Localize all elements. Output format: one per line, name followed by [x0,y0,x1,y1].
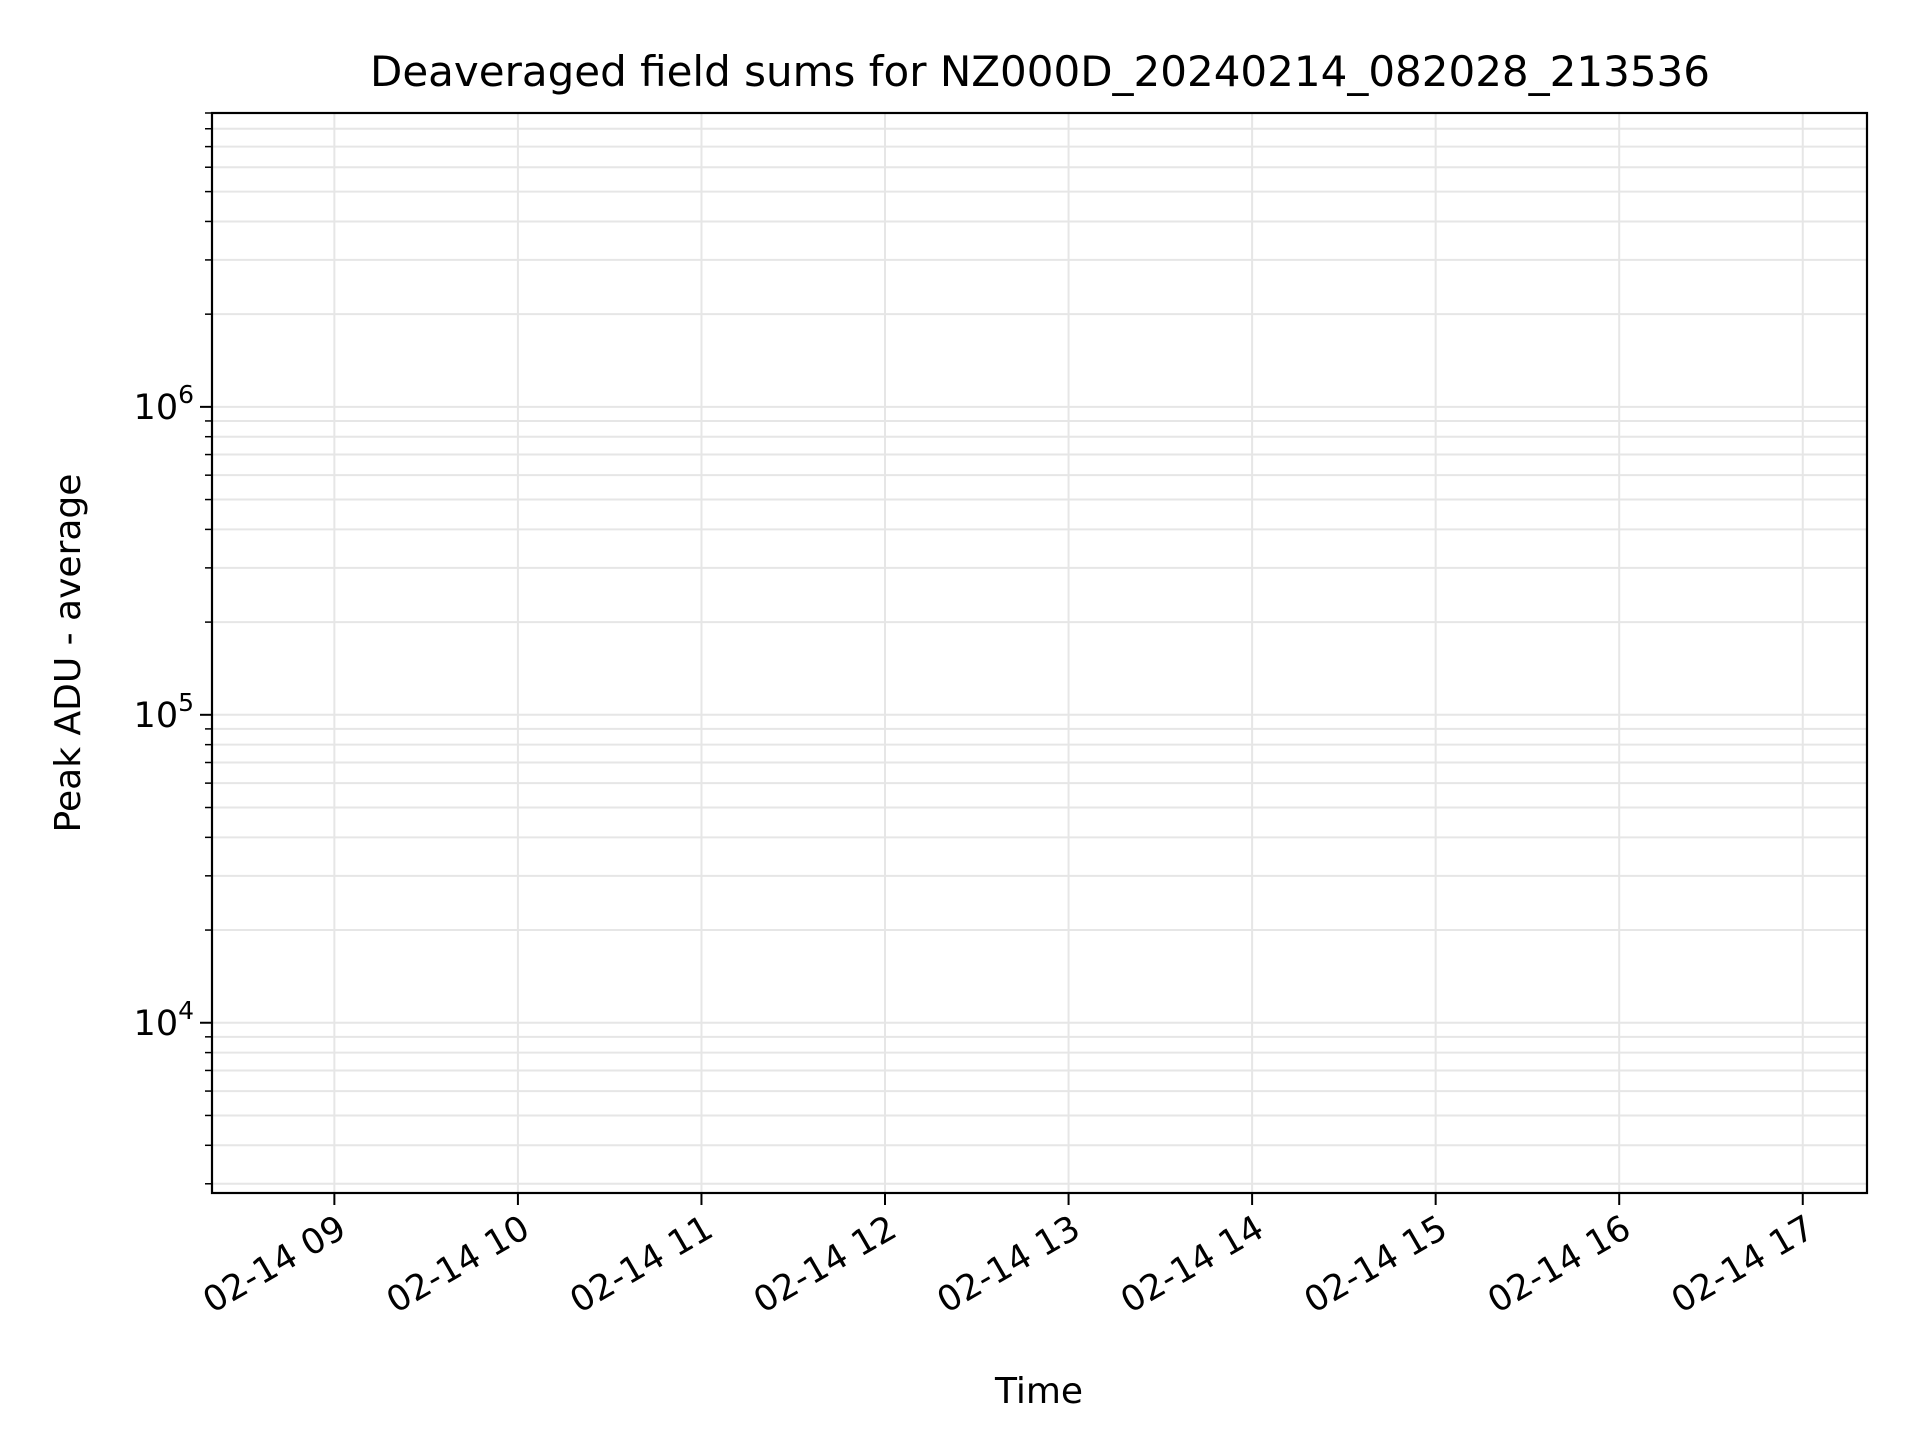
grid-lines [212,112,1867,1193]
y-axis-label: Peak ADU - average [48,474,89,833]
plot-frame [210,111,1869,1195]
y-tick-label: 106 [134,380,194,428]
x-axis-label: Time [994,1371,1083,1412]
y-tick-label: 105 [134,688,194,736]
y-tick-label: 104 [134,996,194,1044]
chart-title: Deaveraged field sums for NZ000D_2024021… [370,47,1710,96]
